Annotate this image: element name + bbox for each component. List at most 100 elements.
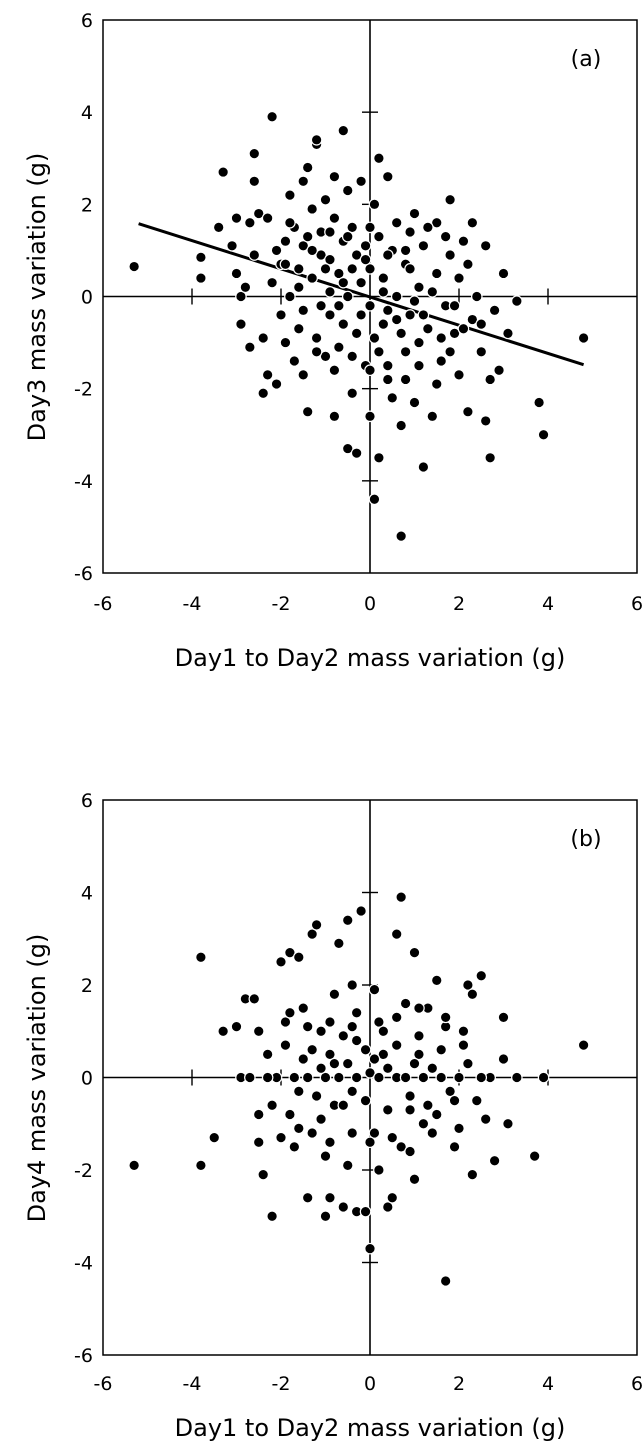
panel-a-data-point	[239, 281, 252, 294]
panel-b-data-point	[195, 1159, 207, 1172]
panel-a-data-point	[328, 170, 341, 183]
panel-a-data-point	[284, 216, 296, 229]
panel-a-data-point	[435, 332, 447, 344]
panel-b-data-point	[324, 1016, 336, 1028]
panel-b-data-point	[333, 937, 345, 950]
panel-b-data-point	[488, 1154, 501, 1167]
panel-b-data-point	[230, 1020, 243, 1033]
panel-a-data-point	[252, 207, 265, 220]
panel-b-data-point	[497, 1011, 510, 1024]
panel-a-data-point	[430, 378, 443, 390]
panel-b-data-point	[404, 1090, 416, 1102]
panel-a-data-point	[395, 530, 407, 542]
panel-b-data-point	[337, 1030, 350, 1042]
panel-a-x-tick-label: -4	[183, 593, 202, 615]
panel-a-data-point	[373, 451, 385, 464]
panel-b-data-point	[377, 1025, 390, 1038]
panel-b-data-point	[346, 1127, 358, 1139]
panel-b-data-point	[408, 1057, 421, 1070]
panel-b-data-point	[413, 1048, 425, 1061]
panel-b-data-point	[301, 1020, 314, 1033]
panel-a-data-point	[333, 299, 345, 312]
panel-a-data-point	[333, 341, 345, 353]
panel-a-data-point	[377, 286, 390, 298]
panel-b-data-point	[328, 988, 341, 1001]
panel-a-data-point	[301, 405, 314, 418]
panel-b-data-point	[439, 1011, 452, 1024]
panel-b-x-tick-label: -4	[183, 1373, 202, 1395]
panel-a-y-axis-title: Day3 mass variation (g)	[23, 153, 51, 442]
panel-a-data-point	[324, 286, 336, 298]
panel-b-data-point	[444, 1085, 456, 1098]
panel-b-data-point	[453, 1071, 465, 1084]
panel-b-data-point	[373, 1071, 385, 1084]
panel-b-data-point	[377, 1048, 390, 1061]
panel-a-data-point	[337, 276, 350, 289]
panel-a-data-point	[337, 124, 350, 137]
panel-b-data-point	[404, 1145, 416, 1158]
panel-b-data-point	[364, 1136, 376, 1149]
panel-b-data-point	[470, 1094, 483, 1107]
panel-b-label: (b)	[570, 827, 601, 852]
panel-a-data-point	[257, 387, 269, 400]
panel-a-data-point	[364, 221, 376, 234]
panel-b-data-point	[408, 946, 421, 959]
panel-a-data-point	[444, 193, 456, 206]
panel-a-data-point	[284, 290, 296, 303]
panel-a-data-point	[408, 396, 421, 409]
panel-a-data-point	[230, 212, 243, 224]
panel-b-data-point	[324, 1136, 336, 1149]
panel-b-data-point	[355, 905, 367, 917]
panel-a-data-point	[430, 216, 443, 229]
panel-a-data-point	[346, 221, 358, 234]
panel-b-data-point	[128, 1159, 140, 1172]
panel-a-data-point	[404, 263, 416, 275]
panel-a-data-point	[404, 309, 416, 321]
panel-b-data-point	[373, 1164, 385, 1176]
panel-a-data-point	[261, 369, 274, 381]
panel-b-data-point	[266, 1210, 278, 1223]
panel-a-x-tick-label: 6	[631, 593, 643, 615]
panel-b-data-point	[430, 1108, 443, 1121]
panel-a-data-point	[466, 313, 479, 326]
panel-a-data-point	[364, 410, 376, 423]
panel-a-data-point	[244, 216, 256, 229]
panel-a-data-point	[333, 267, 345, 280]
panel-a-data-point	[324, 309, 336, 321]
panel-a-y-tick-label: 0	[81, 287, 93, 309]
panel-a-data-point	[413, 281, 425, 294]
panel-b-y-tick-label: 0	[81, 1068, 93, 1090]
panel-b-data-point	[462, 1057, 474, 1070]
panel-a-data-point	[301, 230, 314, 243]
panel-b-data-point	[399, 1071, 412, 1084]
panel-b-data-point	[341, 914, 354, 927]
panel-b-data-point	[346, 979, 358, 991]
panel-a-data-point	[417, 461, 430, 473]
panel-a-data-point	[399, 244, 412, 257]
panel-b-data-point	[266, 1099, 278, 1112]
panel-a-data-point	[493, 364, 505, 377]
panel-a-data-point	[359, 240, 372, 252]
panel-b-data-point	[359, 1094, 372, 1107]
panel-b-y-tick-label: 6	[81, 790, 93, 812]
panel-a-data-point	[359, 253, 372, 266]
panel-b-data-point	[381, 1104, 394, 1116]
panel-a-data-point	[306, 272, 318, 284]
panel-b-data-point	[310, 919, 323, 931]
panel-b-x-tick-label: -6	[94, 1373, 113, 1395]
panel-a-data-point	[364, 263, 376, 275]
panel-a-data-point	[275, 309, 287, 321]
panel-b-data-point	[408, 1173, 421, 1186]
panel-b-data-point	[426, 1062, 439, 1075]
panel-b-data-point	[315, 1025, 327, 1038]
panel-b-data-point	[275, 956, 287, 968]
panel-a-data-point	[484, 451, 496, 464]
panel-a-x-axis-title: Day1 to Day2 mass variation (g)	[175, 644, 566, 672]
panel-a-data-point	[266, 276, 278, 289]
panel-a-data-point	[355, 276, 367, 289]
panel-b-y-tick-label: 4	[81, 883, 93, 905]
panel-a-data-point	[453, 369, 465, 381]
panel-a-trend-line	[138, 222, 585, 367]
panel-a-data-point	[341, 290, 354, 303]
panel-b-data-point	[261, 1048, 274, 1061]
